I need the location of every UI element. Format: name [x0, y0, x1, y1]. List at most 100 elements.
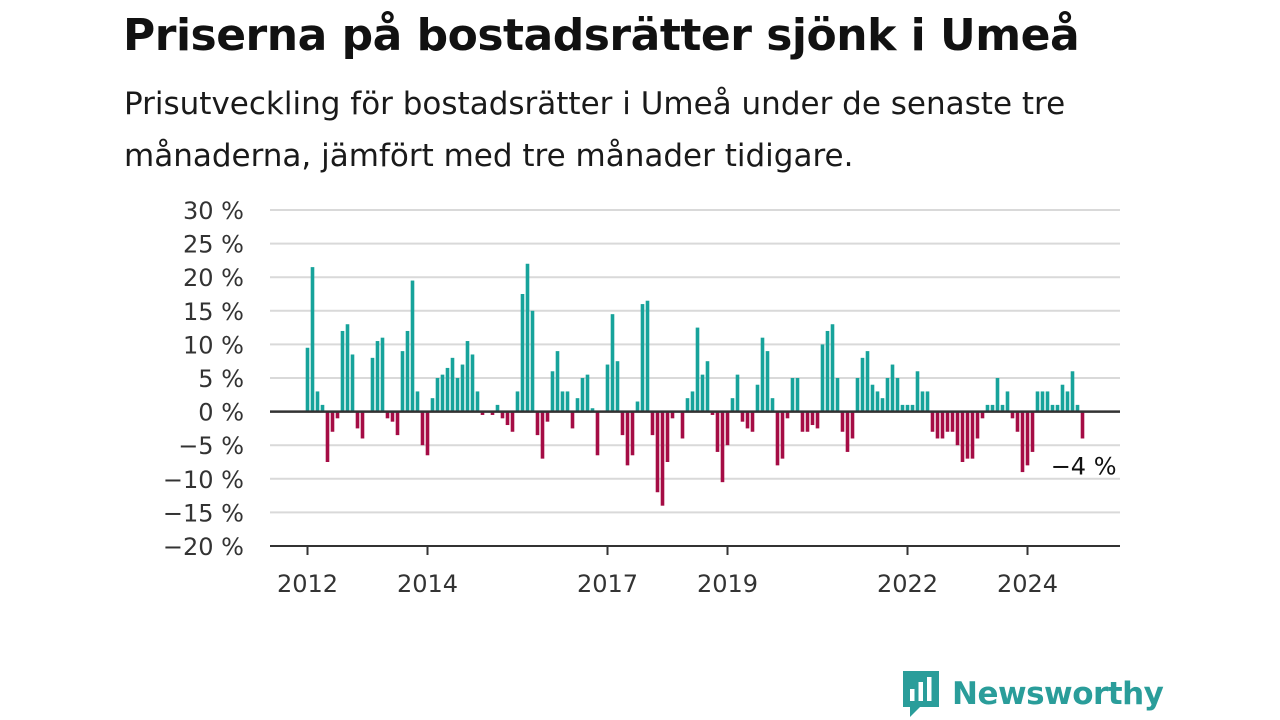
bar: [585, 374, 590, 412]
bar: [900, 404, 905, 412]
bar: [490, 411, 495, 415]
bar: [620, 411, 625, 436]
bar: [445, 367, 450, 412]
bar: [325, 411, 330, 462]
bar: [565, 391, 570, 412]
bar: [990, 404, 995, 412]
bar: [705, 361, 710, 412]
bar: [800, 411, 805, 432]
bar: [305, 347, 310, 412]
bar: [740, 411, 745, 422]
y-tick-label: −5 %: [178, 432, 244, 460]
grid-lines: [270, 209, 1120, 514]
bar: [320, 404, 325, 412]
bar: [1055, 404, 1060, 412]
bar: [720, 411, 725, 483]
bars: [305, 263, 1085, 506]
bar: [405, 330, 410, 412]
bar: [785, 411, 790, 419]
bar: [895, 378, 900, 412]
bar: [1080, 411, 1085, 439]
bar: [1010, 411, 1015, 419]
y-tick-label: −20 %: [163, 533, 244, 561]
bar: [510, 411, 515, 432]
bar: [1020, 411, 1025, 473]
bar: [855, 378, 860, 412]
bar: [985, 404, 990, 412]
bar: [430, 398, 435, 412]
bar: [605, 364, 610, 412]
bar: [610, 314, 615, 412]
bar: [655, 411, 660, 493]
bar: [635, 401, 640, 412]
bar: [815, 411, 820, 429]
bar: [1015, 411, 1020, 432]
bar: [980, 411, 985, 419]
bar: [835, 378, 840, 412]
bar: [935, 411, 940, 439]
bar: [390, 411, 395, 422]
bar: [410, 280, 415, 412]
bar: [1025, 411, 1030, 466]
bar: [1045, 391, 1050, 412]
y-tick-label: −10 %: [163, 466, 244, 494]
y-tick-label: 25 %: [183, 231, 244, 259]
x-tick-label: 2022: [877, 570, 938, 598]
bar: [960, 411, 965, 462]
bar: [595, 411, 600, 456]
bar: [540, 411, 545, 459]
bar: [400, 351, 405, 412]
bar: [375, 341, 380, 412]
bar: [1060, 384, 1065, 412]
bar: [950, 411, 955, 432]
bar: [1050, 404, 1055, 412]
bar: [905, 404, 910, 412]
bar: [850, 411, 855, 439]
newsworthy-logo-icon: [903, 671, 939, 717]
bar: [810, 411, 815, 426]
bar: [955, 411, 960, 446]
bar: [830, 324, 835, 412]
bar: [825, 330, 830, 412]
bar: [775, 411, 780, 466]
bar: [680, 411, 685, 439]
bar: [415, 391, 420, 412]
bar: [690, 391, 695, 412]
bar: [575, 398, 580, 412]
bar: [465, 341, 470, 412]
bar: [475, 391, 480, 412]
bar: [670, 411, 675, 419]
bar: [560, 391, 565, 412]
bar: [455, 378, 460, 412]
bar: [345, 324, 350, 412]
bar: [555, 351, 560, 412]
bar: [965, 411, 970, 459]
bar: [725, 411, 730, 446]
bar: [865, 351, 870, 412]
chart-title: Priserna på bostadsrätter sjönk i Umeå: [123, 10, 1080, 61]
y-axis-ticks: 30 % 25 % 20 % 15 % 10 % 5 % 0 % −5 % −10 % −15 %…: [163, 197, 244, 561]
bar: [760, 337, 765, 412]
bar: [845, 411, 850, 452]
y-tick-label: 30 %: [183, 197, 244, 225]
bar: [930, 411, 935, 432]
bar: [590, 408, 595, 412]
bar: [435, 378, 440, 412]
bar: [440, 374, 445, 412]
bar: [1030, 411, 1035, 452]
bar: [530, 310, 535, 412]
bar: [765, 351, 770, 412]
bar: [470, 354, 475, 412]
brand-logo: Newsworthy: [900, 668, 1164, 720]
x-tick-label: 2012: [277, 570, 338, 598]
bar: [395, 411, 400, 436]
bar: [310, 267, 315, 412]
x-tick-label: 2017: [577, 570, 638, 598]
bar: [370, 357, 375, 412]
bar: [355, 411, 360, 429]
bar: [695, 327, 700, 412]
bar: [715, 411, 720, 452]
y-tick-label: 20 %: [183, 264, 244, 292]
bar: [335, 411, 340, 419]
bar: [350, 354, 355, 412]
